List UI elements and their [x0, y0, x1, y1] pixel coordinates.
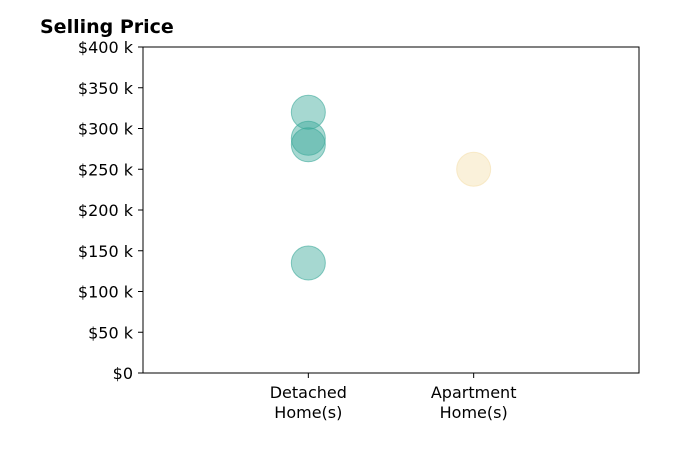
- x-tick-label: Apartment: [431, 383, 517, 402]
- data-point: [290, 245, 326, 281]
- y-axis: $0 $50 k $100 k $150 k $200 k $250 k $300 k $35…: [78, 38, 143, 383]
- x-tick-label: Detached: [270, 383, 347, 402]
- y-tick-label: $0: [113, 364, 133, 383]
- y-tick-label: $400 k: [78, 38, 134, 57]
- data-point: [456, 151, 492, 187]
- y-tick-label: $350 k: [78, 79, 134, 98]
- data-points: [290, 94, 492, 281]
- y-tick-label: $300 k: [78, 120, 134, 139]
- x-tick-label: Home(s): [274, 403, 342, 422]
- y-tick-label: $200 k: [78, 201, 134, 220]
- chart-title: Selling Price: [40, 16, 174, 38]
- plot-area-frame: [142, 46, 640, 374]
- y-tick-label: $150 k: [78, 242, 134, 261]
- y-tick-label: $250 k: [78, 160, 134, 179]
- y-tick-label: $100 k: [78, 283, 134, 302]
- data-point: [290, 127, 326, 163]
- y-tick-label: $50 k: [88, 323, 134, 342]
- x-tick-label: Home(s): [440, 403, 508, 422]
- data-point: [290, 94, 326, 130]
